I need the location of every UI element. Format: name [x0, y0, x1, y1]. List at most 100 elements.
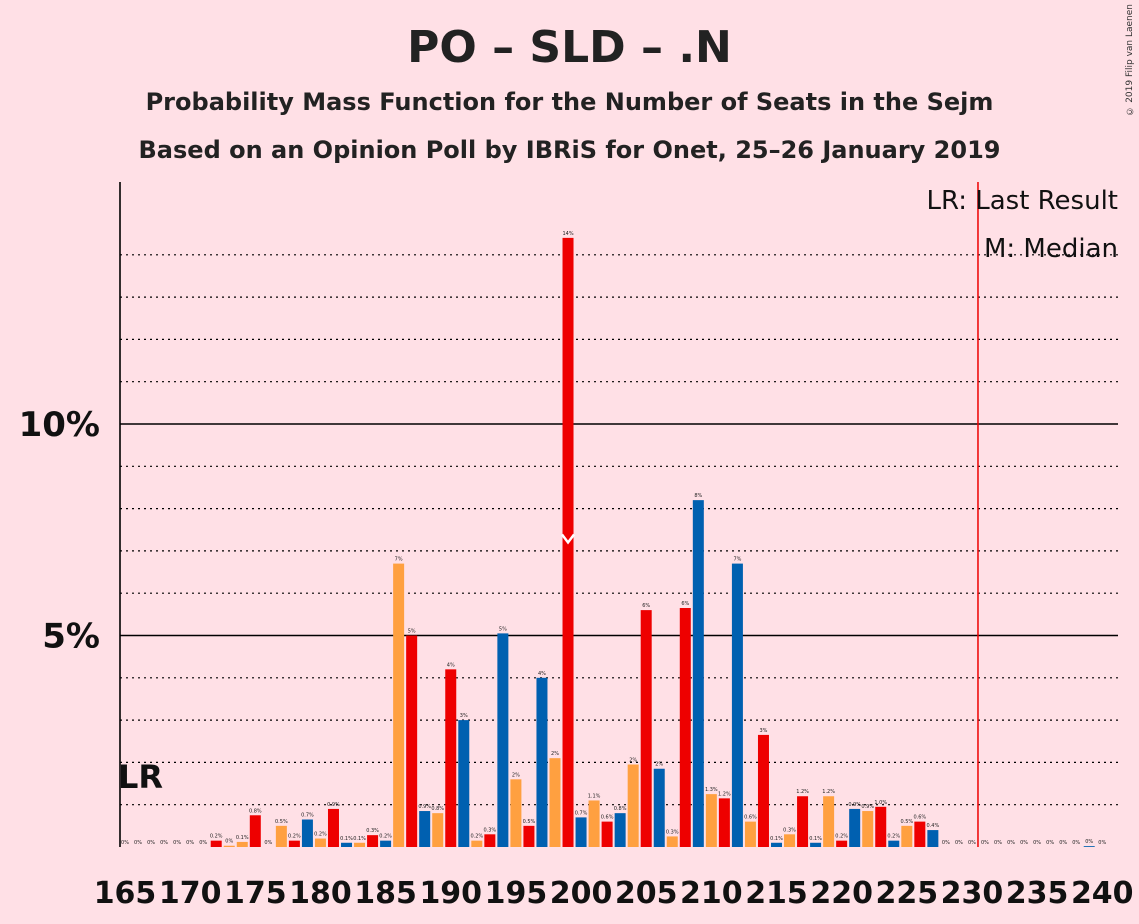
- bar-label-182: 0.1%: [340, 836, 353, 842]
- x-tick-label: 225: [875, 876, 938, 911]
- bar-label-194: 5%: [499, 626, 507, 632]
- bar-label-225: 0.5%: [900, 819, 913, 825]
- bar-seats-196: [523, 825, 535, 847]
- bar-seats-188: [419, 811, 431, 847]
- bar-seats-219: [823, 796, 835, 847]
- bar-seats-173: [223, 845, 235, 847]
- bar-label-181: 0.9%: [327, 802, 340, 808]
- bar-label-237: 0%: [1059, 840, 1067, 846]
- bar-label-238: 0%: [1072, 840, 1080, 846]
- bar-label-229: 0%: [955, 840, 963, 846]
- bar-label-230: 0%: [968, 840, 976, 846]
- bar-label-218: 0.1%: [809, 836, 822, 842]
- bar-label-203: 0.8%: [614, 806, 627, 812]
- bar-label-224: 0.2%: [887, 834, 900, 840]
- bar-seats-200: [575, 817, 587, 847]
- bar-label-173: 0%: [225, 839, 233, 845]
- bar-seats-193: [484, 834, 496, 847]
- bar-label-169: 0%: [173, 840, 181, 846]
- x-tick-label: 210: [680, 876, 743, 911]
- bar-seats-179: [301, 819, 313, 847]
- bar-label-170: 0%: [186, 840, 194, 846]
- bar-label-201: 1.1%: [588, 793, 601, 799]
- bar-label-187: 5%: [408, 629, 416, 635]
- legend-last-result: LR: Last Result: [926, 186, 1118, 216]
- bar-label-190: 4%: [447, 662, 455, 668]
- bar-seats-208: [679, 608, 691, 847]
- bar-seats-222: [862, 811, 874, 847]
- x-tick-label: 230: [941, 876, 1004, 911]
- bar-label-231: 0%: [981, 840, 989, 846]
- bar-label-239: 0%: [1085, 839, 1093, 845]
- x-tick-label: 175: [224, 876, 287, 911]
- bar-labels-group: 0% 0% 0% 0% 0% 0% 0%0.2%0%0.1%0.8%0%0.5%0.2%0.…: [121, 231, 1106, 846]
- bars-group: [210, 237, 1095, 847]
- bar-label-197: 4%: [538, 671, 546, 677]
- chart-subtitle: Probability Mass Function for the Number…: [145, 88, 994, 116]
- bar-label-206: 2%: [655, 762, 663, 768]
- bar-label-168: 0%: [160, 840, 168, 846]
- y-tick-label: 10%: [19, 405, 100, 445]
- bar-label-228: 0%: [942, 840, 950, 846]
- bar-label-227: 0.4%: [927, 823, 940, 829]
- bar-label-223: 1.0%: [874, 800, 887, 806]
- bar-label-167: 0%: [147, 840, 155, 846]
- bar-label-240: 0%: [1098, 840, 1106, 846]
- bar-seats-190: [445, 669, 457, 847]
- bar-seats-204: [627, 764, 639, 847]
- bar-seats-213: [744, 821, 756, 847]
- x-tick-label: 190: [419, 876, 482, 911]
- bar-seats-185: [380, 840, 392, 847]
- x-tick-label: 170: [159, 876, 222, 911]
- bar-seats-215: [771, 842, 782, 847]
- bar-label-200: 0.7%: [575, 810, 588, 816]
- bar-label-179: 0.7%: [301, 813, 314, 819]
- bar-seats-216: [784, 834, 796, 847]
- bar-seats-220: [836, 840, 848, 847]
- bar-seats-180: [314, 838, 326, 847]
- bar-label-199: 14%: [562, 231, 573, 237]
- bar-seats-187: [406, 635, 418, 847]
- x-tick-label: 235: [1006, 876, 1069, 911]
- bar-label-193: 0.3%: [483, 827, 496, 833]
- bar-seats-174: [236, 841, 248, 847]
- y-tick-label: 5%: [42, 617, 100, 657]
- bar-label-222: 0.9%: [861, 804, 874, 810]
- bar-label-208: 6%: [681, 601, 689, 607]
- bar-seats-178: [288, 840, 300, 847]
- chart-title: PO – SLD – .N: [407, 22, 732, 73]
- bar-seats-209: [692, 500, 704, 847]
- x-tick-label: 215: [745, 876, 808, 911]
- bar-seats-192: [471, 840, 483, 847]
- bar-label-209: 8%: [694, 493, 702, 499]
- bar-label-195: 2%: [512, 772, 520, 778]
- bar-label-207: 0.3%: [666, 829, 679, 835]
- bar-label-210: 1.3%: [705, 787, 718, 793]
- grid-lines: [120, 182, 1118, 847]
- x-tick-label: 200: [550, 876, 613, 911]
- bar-label-221: 0.9%: [848, 802, 861, 808]
- bar-seats-210: [705, 794, 717, 847]
- bar-seats-186: [393, 563, 405, 847]
- chart-subtitle-poll: Based on an Opinion Poll by IBRiS for On…: [138, 136, 1001, 164]
- bar-seats-194: [497, 633, 509, 847]
- bar-label-232: 0%: [994, 840, 1002, 846]
- bar-label-186: 7%: [395, 557, 403, 563]
- bar-seats-202: [601, 821, 613, 847]
- bar-label-211: 1.2%: [718, 791, 731, 797]
- bar-label-174: 0.1%: [236, 835, 249, 841]
- bar-seats-211: [718, 798, 730, 847]
- bar-label-191: 3%: [460, 713, 468, 719]
- bar-label-205: 6%: [642, 603, 650, 609]
- bar-label-192: 0.2%: [470, 834, 483, 840]
- bar-seats-182: [341, 842, 353, 847]
- bar-label-226: 0.6%: [913, 815, 926, 821]
- bar-seats-207: [666, 836, 678, 847]
- bar-label-189: 0.8%: [431, 806, 444, 812]
- bar-label-180: 0.2%: [314, 832, 327, 838]
- bar-label-204: 2%: [629, 758, 637, 764]
- bar-seats-189: [432, 813, 444, 847]
- bar-label-215: 0.1%: [770, 836, 783, 842]
- bar-seats-195: [510, 779, 522, 847]
- bar-label-184: 0.3%: [366, 828, 379, 834]
